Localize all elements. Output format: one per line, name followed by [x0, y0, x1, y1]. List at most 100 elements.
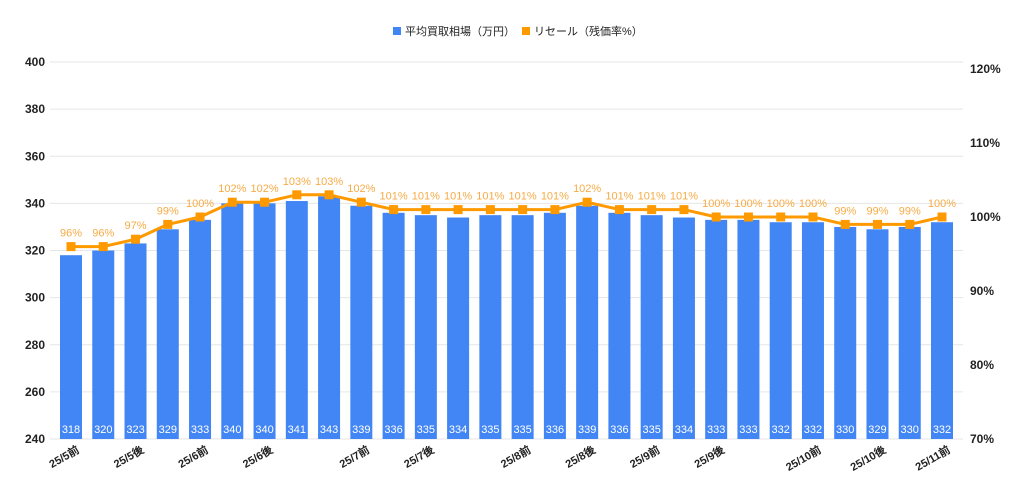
line-point[interactable]: 103%	[283, 176, 311, 200]
line-point[interactable]: 101%	[476, 191, 505, 215]
line-point[interactable]: 101%	[380, 191, 408, 215]
line-value-label: 101%	[638, 191, 666, 203]
square-marker-icon	[393, 27, 401, 35]
bar[interactable]: 330	[834, 226, 857, 439]
bar-rect	[285, 201, 308, 439]
line-point[interactable]: 100%	[186, 198, 214, 222]
square-marker-icon	[292, 190, 302, 200]
bar[interactable]: 335	[479, 215, 502, 439]
line-point[interactable]: 100%	[928, 198, 956, 222]
legend-item[interactable]: 平均買取相場（万円）	[393, 25, 515, 38]
x-axis-tick-label: 25/6後	[240, 442, 276, 471]
bar[interactable]: 334	[672, 217, 695, 439]
resale-line	[71, 193, 943, 249]
bar[interactable]: 320	[92, 250, 115, 440]
left-axis-tick-label: 400	[25, 55, 45, 69]
bar[interactable]: 330	[898, 226, 921, 439]
line-point[interactable]: 99%	[834, 205, 856, 229]
bar[interactable]: 336	[608, 212, 631, 439]
line-point[interactable]: 101%	[670, 191, 698, 215]
bar-rect	[801, 222, 824, 439]
square-marker-icon	[550, 205, 560, 215]
line-point[interactable]: 101%	[638, 191, 666, 215]
line-value-label: 99%	[157, 205, 179, 217]
line-value-label: 99%	[866, 205, 888, 217]
square-marker-icon	[324, 190, 334, 200]
line-point[interactable]: 102%	[347, 183, 376, 207]
line-point[interactable]: 100%	[734, 198, 763, 222]
x-axis-tick-label: 25/5後	[111, 442, 147, 471]
bar-value-label: 335	[513, 424, 531, 436]
bar-value-label: 332	[804, 424, 822, 436]
line-point[interactable]: 102%	[573, 183, 601, 207]
x-axis-tick-label: 25/6前	[175, 442, 210, 470]
bar[interactable]: 332	[769, 222, 792, 439]
bar[interactable]: 339	[350, 205, 373, 439]
bar[interactable]: 332	[931, 222, 953, 439]
legend-item[interactable]: リセール（残価率%）	[522, 24, 643, 38]
line-value-label: 100%	[702, 198, 730, 210]
bar-rect	[92, 250, 115, 439]
line-value-label: 101%	[541, 191, 569, 203]
bar[interactable]: 341	[285, 201, 308, 439]
bar[interactable]: 318	[60, 255, 82, 439]
line-value-label: 101%	[509, 191, 537, 203]
bar-rect	[866, 229, 889, 439]
line-value-label: 101%	[476, 191, 504, 203]
bar[interactable]: 329	[156, 229, 179, 439]
square-marker-icon	[614, 205, 624, 215]
bar-rect	[737, 219, 760, 439]
bar[interactable]: 333	[737, 219, 760, 439]
line-value-label: 100%	[799, 198, 827, 210]
bar[interactable]: 339	[576, 205, 599, 439]
bar[interactable]: 329	[866, 229, 889, 439]
line-point[interactable]: 102%	[218, 183, 247, 207]
line-point[interactable]: 100%	[767, 198, 795, 222]
left-axis: 240 260 280 300 320 340 360 380 400	[25, 55, 45, 446]
bar-series: 318 320 323 329 333 340 340 341 343 339 336 335 334 3…	[60, 196, 953, 439]
line-value-label: 100%	[734, 198, 762, 210]
left-axis-tick-label: 260	[25, 385, 45, 399]
bar[interactable]: 340	[221, 203, 244, 439]
line-point[interactable]: 101%	[541, 191, 569, 215]
line-point[interactable]: 99%	[899, 205, 921, 229]
line-point[interactable]: 103%	[315, 176, 343, 200]
square-marker-icon	[131, 234, 141, 244]
line-series: 96% 96% 97% 99% 100% 102% 102% 103% 103% 102% 101%…	[60, 176, 956, 252]
line-point[interactable]: 99%	[866, 205, 889, 229]
right-axis-tick-label: 120%	[970, 62, 1001, 76]
bar[interactable]: 333	[705, 219, 728, 439]
bar[interactable]: 333	[189, 219, 212, 439]
line-point[interactable]: 101%	[412, 191, 440, 215]
x-axis-tick-label: 25/9前	[627, 442, 662, 470]
line-point[interactable]: 101%	[509, 191, 537, 215]
bar[interactable]: 336	[543, 212, 566, 439]
bar-rect	[672, 217, 695, 439]
line-point[interactable]: 101%	[444, 191, 472, 215]
line-point[interactable]: 100%	[799, 198, 827, 222]
bar[interactable]: 334	[447, 217, 470, 439]
x-axis: 25/5前 25/5後 25/6前 25/6後 25/7前 25/7後 25/8前 25/8後…	[46, 442, 952, 474]
square-marker-icon	[582, 197, 592, 207]
bar[interactable]: 343	[318, 196, 341, 439]
bar-rect	[931, 222, 953, 439]
bar[interactable]: 335	[414, 215, 437, 439]
line-point[interactable]: 101%	[605, 191, 634, 215]
line-point[interactable]: 96%	[60, 228, 82, 252]
bar[interactable]: 323	[124, 243, 147, 439]
legend-label: 平均買取相場（万円）	[405, 25, 515, 38]
line-point[interactable]: 96%	[92, 228, 114, 252]
line-point[interactable]: 100%	[702, 198, 730, 222]
square-marker-icon	[260, 197, 270, 207]
line-point[interactable]: 102%	[250, 183, 279, 207]
bar-value-label: 336	[610, 424, 628, 436]
bar[interactable]: 340	[253, 203, 276, 439]
line-point[interactable]: 97%	[125, 220, 147, 244]
bar[interactable]: 335	[511, 215, 534, 439]
bar[interactable]: 336	[382, 212, 405, 439]
line-value-label: 96%	[60, 228, 82, 240]
square-marker-icon	[840, 219, 850, 229]
bar[interactable]: 335	[640, 215, 663, 439]
line-point[interactable]: 99%	[157, 205, 179, 229]
bar[interactable]: 332	[801, 222, 824, 439]
